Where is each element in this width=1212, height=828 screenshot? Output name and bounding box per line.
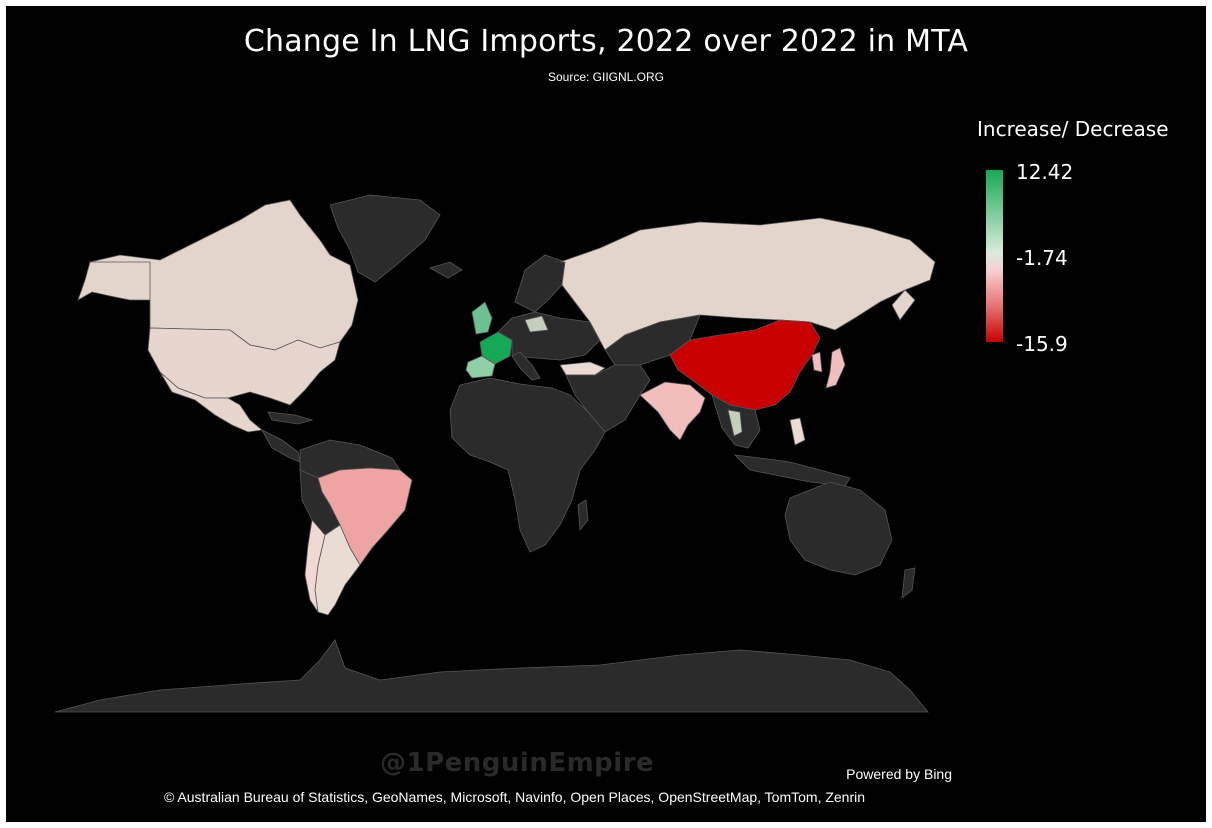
legend-color-scale <box>986 170 1003 342</box>
legend-max-label: 12.42 <box>1016 160 1074 184</box>
korea-region[interactable] <box>811 351 823 373</box>
europe-region[interactable] <box>497 311 601 361</box>
africa-region[interactable] <box>449 377 606 553</box>
watermark-text: @1PenguinEmpire <box>380 748 655 778</box>
central-america-region[interactable] <box>261 429 301 463</box>
russia-region[interactable] <box>559 217 936 351</box>
turkey-region[interactable] <box>559 361 606 376</box>
legend-title: Increase/ Decrease <box>977 117 1169 141</box>
uk-region[interactable] <box>471 301 493 335</box>
thailand-region[interactable] <box>727 409 743 437</box>
japan-region[interactable] <box>825 347 846 389</box>
greenland-region[interactable] <box>329 194 441 283</box>
chile-region[interactable] <box>304 519 326 613</box>
antarctica-region[interactable] <box>54 639 929 713</box>
india-region[interactable] <box>639 381 706 441</box>
poland-region[interactable] <box>524 315 549 333</box>
powered-by-label: Powered by Bing <box>846 766 952 782</box>
alaska-region[interactable] <box>77 261 151 301</box>
legend-mid-label: -1.74 <box>1016 246 1068 270</box>
map-title: Change In LNG Imports, 2022 over 2022 in… <box>243 24 969 59</box>
australia-region[interactable] <box>784 481 893 576</box>
china-region[interactable] <box>669 319 821 411</box>
spain-region[interactable] <box>465 355 496 379</box>
philippines-region[interactable] <box>789 417 806 446</box>
caribbean-region[interactable] <box>267 411 314 425</box>
iceland-region[interactable] <box>428 261 463 279</box>
scandinavia-region[interactable] <box>514 254 566 313</box>
map-subtitle: Source: GIIGNL.ORG <box>547 70 665 84</box>
indonesia-region[interactable] <box>733 454 851 487</box>
new-zealand-region[interactable] <box>901 567 916 599</box>
italy-region[interactable] <box>511 351 541 381</box>
legend-min-label: -15.9 <box>1016 332 1068 356</box>
kamchatka-region[interactable] <box>891 289 916 321</box>
map-credits: © Australian Bureau of Statistics, GeoNa… <box>164 789 866 805</box>
madagascar-region[interactable] <box>577 499 589 532</box>
